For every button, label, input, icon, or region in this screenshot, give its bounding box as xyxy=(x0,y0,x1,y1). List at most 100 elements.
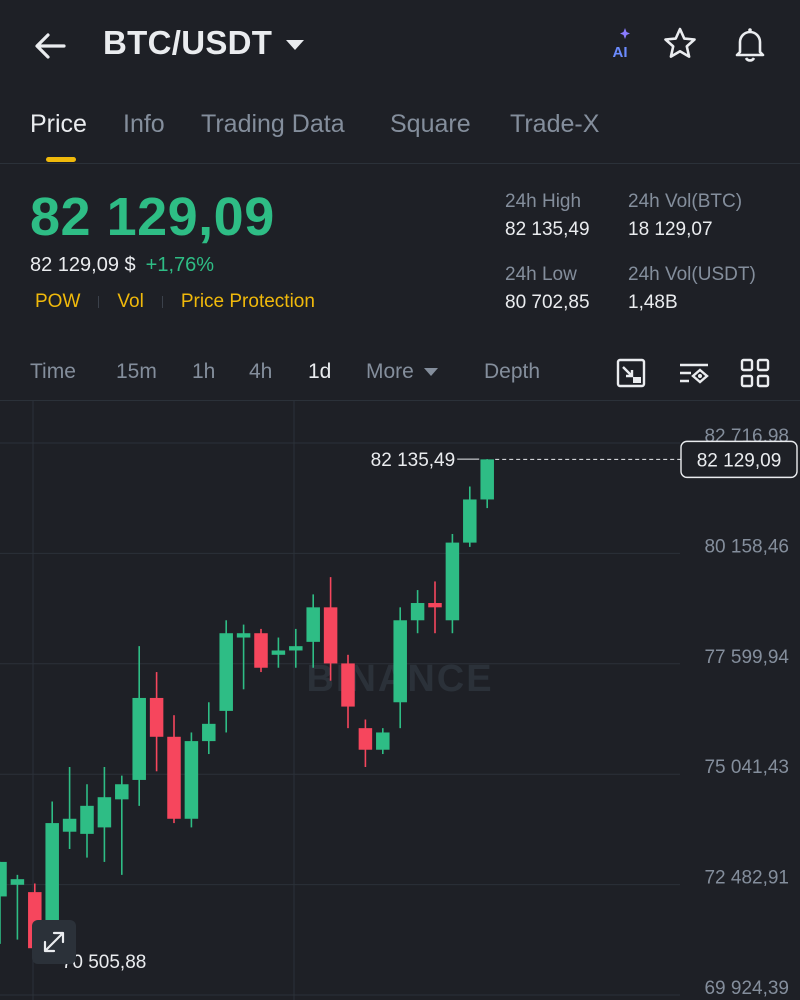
candle xyxy=(0,861,7,944)
candle xyxy=(445,533,460,634)
candle-body xyxy=(10,879,25,885)
layout-grid-icon[interactable] xyxy=(738,356,772,390)
candle-body xyxy=(306,607,320,642)
candle xyxy=(358,719,373,767)
candle-body xyxy=(271,650,286,655)
candle xyxy=(254,628,268,673)
candle-body xyxy=(149,697,164,737)
low-label: 24h Low xyxy=(505,264,577,285)
caret-down-icon xyxy=(423,368,438,377)
back-arrow-icon[interactable] xyxy=(30,26,70,66)
candle-body xyxy=(463,499,477,543)
candle-body xyxy=(289,646,303,651)
tag-pow[interactable]: POW xyxy=(35,291,81,312)
candle xyxy=(323,577,338,681)
interval-time[interactable]: Time xyxy=(30,360,76,383)
usd-price: 82 129,09 $ xyxy=(30,254,136,276)
interval-more[interactable]: More xyxy=(366,360,438,384)
candle-body xyxy=(376,732,390,750)
candle xyxy=(463,486,477,547)
y-axis-label: 80 158,46 xyxy=(704,536,789,557)
candle-body xyxy=(445,542,460,621)
price-change: +1,76% xyxy=(145,254,215,276)
tab-info[interactable]: Info xyxy=(123,110,165,138)
candle xyxy=(410,590,425,634)
interval-depth[interactable]: Depth xyxy=(484,360,541,383)
candle-body xyxy=(428,603,442,608)
candle xyxy=(289,628,303,668)
candle xyxy=(376,728,390,755)
candle xyxy=(428,581,442,634)
candle xyxy=(236,624,251,690)
chart-grid xyxy=(0,401,680,1000)
candle-body xyxy=(254,633,268,668)
candle-body xyxy=(410,603,425,621)
tag-price-protection[interactable]: Price Protection xyxy=(180,291,315,312)
candle-body xyxy=(219,633,233,711)
interval-1d[interactable]: 1d xyxy=(308,360,332,383)
candle-body xyxy=(132,697,146,780)
fullscreen-button[interactable] xyxy=(32,920,76,964)
candle xyxy=(306,594,320,668)
more-label: More xyxy=(366,360,414,383)
y-axis-label: 75 041,43 xyxy=(704,757,789,778)
tab-square[interactable]: Square xyxy=(390,110,471,138)
candle xyxy=(271,637,286,668)
candle xyxy=(132,646,146,806)
candle-body xyxy=(167,736,181,819)
divider xyxy=(161,296,163,308)
active-tab-indicator xyxy=(46,157,76,162)
candle xyxy=(149,672,164,772)
y-axis-label: 69 924,39 xyxy=(704,978,789,999)
candle-body xyxy=(393,620,407,703)
interval-bar: Time 15m 1h 4h 1d More Depth xyxy=(0,352,800,396)
candle-body xyxy=(236,633,251,638)
y-axis-label: 72 482,91 xyxy=(704,868,789,889)
candle-body xyxy=(45,823,59,949)
max-marker-label: 82 135,49 xyxy=(371,450,456,471)
interval-15m[interactable]: 15m xyxy=(116,360,157,383)
bell-icon[interactable] xyxy=(730,24,770,64)
interval-1h[interactable]: 1h xyxy=(192,360,216,383)
interval-4h[interactable]: 4h xyxy=(249,360,273,383)
low-value: 80 702,85 xyxy=(505,292,590,313)
candle xyxy=(219,620,233,733)
candle-body xyxy=(115,784,129,800)
ai-assistant-icon[interactable]: AI xyxy=(600,24,640,64)
candle xyxy=(10,874,25,940)
pair-title: BTC/USDT xyxy=(103,24,273,61)
high-value: 82 135,49 xyxy=(505,219,590,240)
star-icon[interactable] xyxy=(660,24,700,64)
candle xyxy=(167,715,181,824)
tab-price[interactable]: Price xyxy=(30,110,87,138)
candle-body xyxy=(323,607,338,664)
tag-row: POW Vol Price Protection xyxy=(35,291,315,313)
candle-body xyxy=(80,805,94,834)
tag-vol[interactable]: Vol xyxy=(117,291,144,312)
ai-label: AI xyxy=(613,44,628,61)
vol-btc-value: 18 129,07 xyxy=(628,219,713,240)
candle xyxy=(80,784,94,858)
current-price-tag xyxy=(680,440,798,479)
candle xyxy=(184,732,199,828)
candle xyxy=(202,702,216,755)
indicator-icon[interactable] xyxy=(677,356,711,390)
candle-body xyxy=(0,861,7,897)
current-price-label: 82 129,09 xyxy=(697,450,782,471)
y-axis-label: 77 599,94 xyxy=(704,647,789,668)
tab-trading-data[interactable]: Trading Data xyxy=(201,110,345,138)
divider xyxy=(98,296,100,308)
tab-trade-x[interactable]: Trade-X xyxy=(510,110,600,138)
high-label: 24h High xyxy=(505,191,582,212)
vol-usdt-label: 24h Vol(USDT) xyxy=(628,264,756,285)
chart-settings-icon[interactable] xyxy=(614,356,648,390)
candle-body xyxy=(62,818,77,832)
pair-selector[interactable]: BTC/USDT xyxy=(103,24,305,62)
candle xyxy=(480,459,494,509)
candle xyxy=(97,766,112,862)
candle-body xyxy=(202,723,216,742)
ai-sparkle-icon: AI xyxy=(613,28,630,61)
